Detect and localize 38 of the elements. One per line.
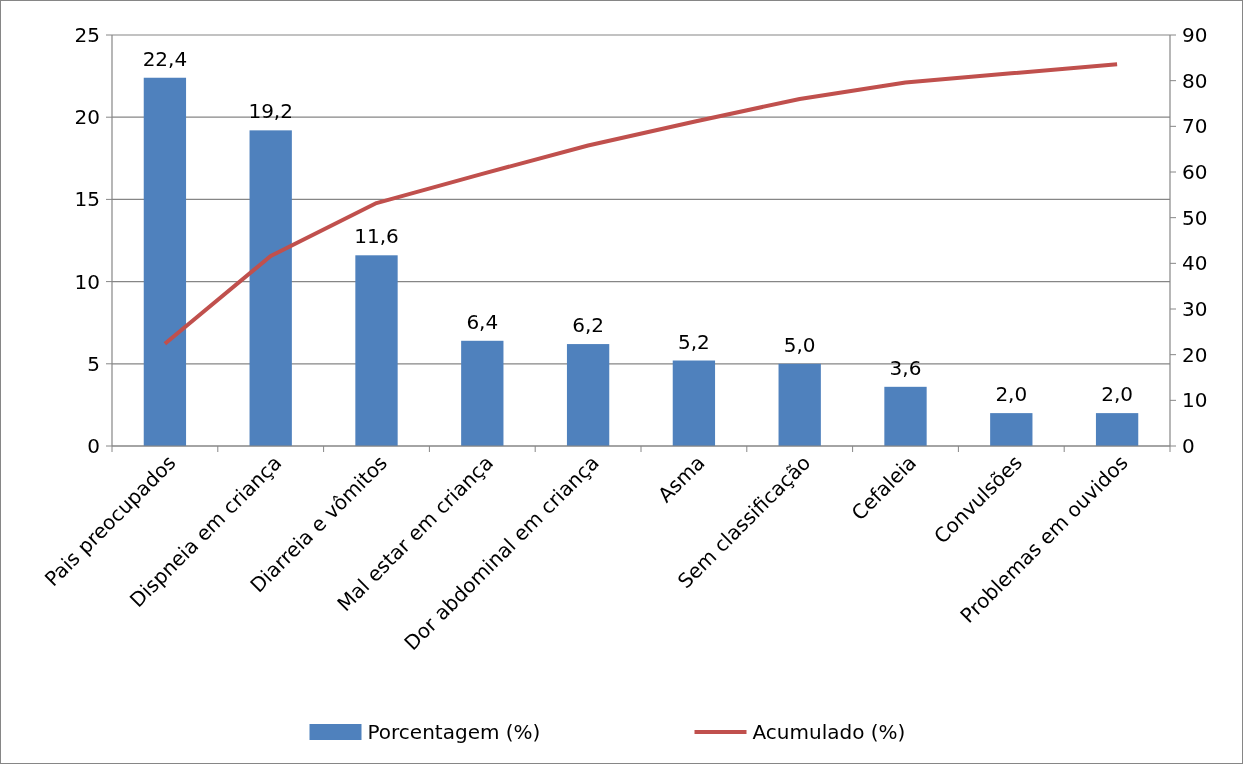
data-label: 3,6 [889,355,922,380]
y-tick-label: 25 [74,23,100,47]
y2-tick-label: 60 [1182,160,1208,184]
bar [566,344,610,446]
y2-tick-label: 30 [1182,297,1208,321]
data-label: 5,0 [783,332,816,357]
legend-label: Acumulado (%) [752,720,906,744]
y-tick-label: 10 [74,269,100,294]
bar [461,340,504,446]
y2-tick-label: 0 [1182,434,1195,458]
y-tick-label: 15 [74,187,100,212]
bar [884,386,927,446]
data-label: 22,4 [142,46,188,71]
y-tick-label: 5 [87,351,100,376]
data-label: 19,2 [248,99,293,124]
bar [143,77,187,446]
data-label: 6,4 [466,309,499,334]
bar [778,363,821,446]
bar [1095,413,1139,446]
y2-tick-label: 10 [1182,388,1208,413]
bar [990,413,1033,446]
data-label: 6,2 [572,313,605,338]
y2-tick-label: 40 [1182,251,1208,276]
y2-tick-label: 80 [1182,68,1208,93]
y-tick-label: 0 [87,434,100,458]
bar [249,130,292,446]
data-label: 11,6 [354,224,399,249]
y2-tick-label: 90 [1182,23,1208,47]
y-tick-label: 20 [74,105,100,130]
bar [355,255,398,446]
data-label: 5,2 [677,329,710,354]
y2-tick-label: 70 [1182,114,1208,139]
y2-tick-label: 20 [1182,342,1208,367]
data-label: 2,0 [995,382,1028,407]
legend-label: Porcentagem (%) [367,720,541,744]
bar [672,360,716,446]
y2-tick-label: 50 [1182,205,1208,230]
data-label: 2,0 [1101,382,1134,407]
